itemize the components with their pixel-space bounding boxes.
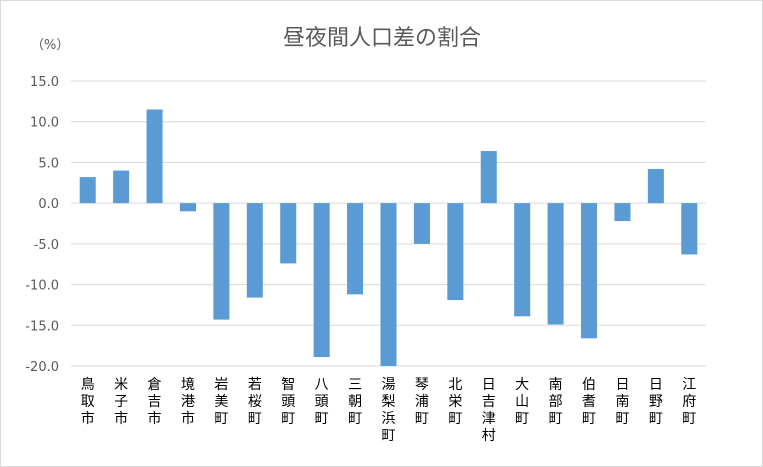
bar-10 — [380, 203, 397, 366]
y-tick-label: -20.0 — [25, 360, 59, 375]
x-tick-label: 三朝町 — [348, 377, 362, 427]
bar-19 — [681, 203, 698, 255]
bar-1 — [79, 177, 96, 204]
x-tick-label: 伯耆町 — [582, 377, 596, 427]
bar-2 — [113, 170, 130, 204]
y-tick-label: 5.0 — [38, 156, 59, 171]
bar-13 — [480, 151, 497, 204]
bar-14 — [514, 203, 531, 317]
y-tick-label: -10.0 — [25, 279, 59, 294]
y-tick-label: 15.0 — [30, 75, 59, 90]
x-tick-label: 日南町 — [615, 377, 629, 427]
chart-title: 昼夜間人口差の割合 — [283, 26, 481, 51]
y-tick-label: 0.0 — [38, 197, 59, 212]
bar-11 — [413, 203, 430, 244]
x-tick-label: 大山町 — [515, 377, 529, 427]
bar-9 — [347, 203, 364, 295]
plot-area: 15.0 10.0 5.0 0.0 -5.0 -10.0 -15.0 -20.0 鳥取市 米子市 倉… — [25, 75, 706, 444]
x-tick-label: 北栄町 — [448, 377, 462, 427]
x-tick-label: 倉吉市 — [148, 377, 162, 427]
unit-label: （%） — [31, 38, 69, 53]
bar-15 — [547, 203, 564, 325]
bar-12 — [447, 203, 464, 301]
bar-18 — [647, 168, 664, 204]
x-tick-label: 鳥取市 — [81, 377, 95, 427]
x-tick-label: 米子市 — [114, 377, 128, 427]
y-tick-label: -15.0 — [25, 319, 59, 334]
y-tick-label: 10.0 — [30, 116, 59, 131]
bar-5 — [213, 203, 230, 320]
x-tick-label: 境港市 — [181, 377, 195, 427]
bar-17 — [614, 203, 631, 222]
x-tick-label: 江府町 — [682, 377, 696, 427]
x-tick-label: 湯梨浜町 — [382, 376, 396, 444]
x-tick-label: 岩美町 — [214, 377, 228, 427]
x-tick-label: 智頭町 — [281, 377, 295, 427]
bar-7 — [280, 203, 297, 264]
x-tick-label: 南部町 — [549, 377, 563, 427]
x-tick-label: 八頭町 — [315, 377, 329, 427]
y-tick-label: -5.0 — [34, 238, 59, 253]
x-tick-label: 琴浦町 — [415, 377, 429, 427]
bar-8 — [313, 203, 330, 358]
x-tick-label: 若桜町 — [248, 377, 262, 427]
bar-4 — [179, 203, 196, 212]
bar-6 — [246, 203, 263, 298]
bar-3 — [146, 109, 163, 204]
x-tick-label: 日吉津村 — [482, 377, 496, 444]
bar-16 — [581, 203, 598, 339]
x-tick-label: 日野町 — [649, 377, 663, 427]
